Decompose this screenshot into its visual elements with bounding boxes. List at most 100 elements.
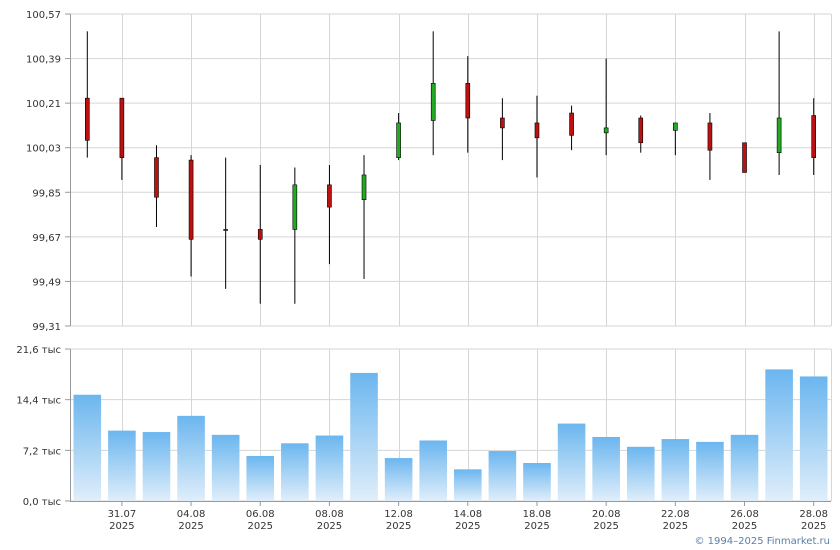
candle (361, 155, 367, 279)
volume-bar (142, 432, 171, 501)
candle (500, 98, 505, 161)
price-y-tick-label: 99,85 (32, 188, 61, 199)
candle-body (603, 127, 609, 134)
x-tick-label-day: 26.08 (730, 509, 759, 520)
copyright-link[interactable]: © 1994–2025 Finmarket.ru (694, 536, 830, 547)
candle (430, 31, 436, 156)
volume-bar (730, 434, 759, 501)
volume-y-tick-label: 7,2 тыс (23, 446, 61, 457)
volume-bar (211, 434, 240, 501)
x-tick-label-year: 2025 (248, 521, 273, 532)
x-tick-label-day: 08.08 (315, 509, 344, 520)
candle-body (223, 229, 228, 231)
price-y-tick-label: 99,31 (32, 322, 61, 333)
candle (534, 95, 540, 178)
candle (465, 56, 471, 153)
price-y-tick-label: 99,49 (32, 277, 61, 288)
x-tick-label-year: 2025 (663, 521, 688, 532)
x-tick-label-day: 18.08 (523, 509, 552, 520)
x-tick-label-year: 2025 (109, 521, 134, 532)
price-grid (70, 13, 832, 327)
x-tick-label-day: 14.08 (453, 509, 482, 520)
candle (154, 145, 159, 227)
volume-bar (73, 394, 102, 501)
volume-bar (384, 458, 413, 501)
volume-bar (488, 451, 517, 501)
volume-bar (246, 455, 275, 501)
candle-body (707, 122, 713, 151)
x-tick-label-day: 31.07 (108, 509, 137, 520)
candle-body (673, 122, 678, 131)
x-tick-label-year: 2025 (593, 521, 618, 532)
candlestick-series (84, 31, 817, 304)
candle-body (500, 117, 505, 129)
volume-y-tick-label: 0,0 тыс (23, 497, 61, 508)
candle (638, 115, 644, 153)
candle (327, 165, 332, 265)
candle-body (84, 97, 90, 141)
volume-bar (108, 430, 136, 501)
price-y-tick-label: 100,21 (26, 99, 61, 110)
candle-body (534, 122, 540, 139)
candle-body (292, 184, 298, 230)
volume-y-axis: 21,6 тыс 14,4 тыс 7,2 тыс 0,0 тыс (16, 345, 71, 508)
x-tick-label-day: 28.08 (799, 509, 828, 520)
price-y-tick-label: 100,57 (26, 10, 61, 21)
volume-bar (177, 415, 205, 501)
x-tick-label-year: 2025 (732, 521, 757, 532)
x-tick-label-year: 2025 (178, 521, 203, 532)
candle-body (776, 117, 782, 153)
volume-bar (350, 372, 378, 501)
candle (257, 165, 263, 304)
x-tick-label-day: 20.08 (592, 509, 621, 520)
candle-body (396, 122, 401, 158)
volume-bar (557, 423, 586, 501)
candle-body (154, 157, 159, 198)
volume-bar-series (73, 369, 828, 501)
price-y-tick-label: 100,39 (26, 55, 61, 66)
volume-bar (799, 376, 828, 501)
candle (673, 122, 678, 156)
x-tick-label-year: 2025 (386, 521, 411, 532)
x-tick-label-day: 06.08 (246, 509, 275, 520)
candle-body (569, 112, 574, 136)
candle (84, 31, 90, 158)
volume-bar (592, 436, 620, 501)
volume-bar (315, 435, 344, 501)
candle-body (465, 83, 471, 119)
candle (776, 31, 782, 175)
candle-body (811, 115, 817, 158)
x-tick-label-year: 2025 (524, 521, 549, 532)
volume-bar (696, 441, 724, 501)
volume-bar (419, 440, 447, 501)
candle (188, 155, 194, 277)
price-y-tick-label: 100,03 (26, 144, 61, 155)
candle-body (119, 97, 125, 158)
volume-bar (626, 446, 655, 501)
candle (569, 105, 574, 151)
volume-y-tick-label: 14,4 тыс (16, 396, 61, 407)
candle (707, 113, 713, 180)
x-tick-label-year: 2025 (317, 521, 342, 532)
volume-bar (523, 463, 551, 501)
x-tick-label-day: 04.08 (177, 509, 206, 520)
candle (603, 58, 609, 156)
candle (119, 97, 125, 180)
candle-body (430, 83, 436, 121)
candle-body (257, 229, 263, 240)
x-tick-label-day: 22.08 (661, 509, 690, 520)
candle-body (742, 142, 747, 173)
x-tick-label-year: 2025 (801, 521, 826, 532)
x-tick-label-day: 12.08 (384, 509, 413, 520)
candle (396, 113, 401, 161)
candle (223, 157, 228, 289)
candle (292, 167, 298, 304)
volume-y-tick-label: 21,6 тыс (16, 345, 61, 356)
volume-bar (454, 469, 482, 501)
candle-body (638, 117, 644, 144)
price-y-tick-label: 99,67 (32, 233, 61, 244)
volume-bar (765, 369, 793, 501)
candle (811, 98, 817, 175)
volume-bar (661, 439, 690, 501)
